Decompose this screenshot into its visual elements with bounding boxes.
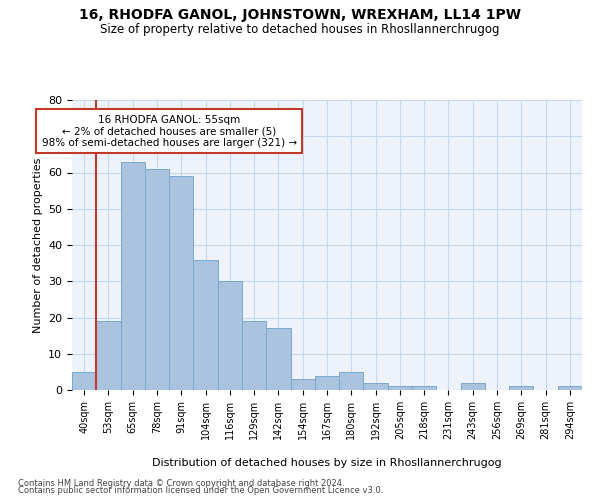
Bar — [315, 376, 339, 390]
Bar — [72, 372, 96, 390]
Bar — [145, 169, 169, 390]
Bar — [461, 383, 485, 390]
Bar — [266, 328, 290, 390]
Bar — [339, 372, 364, 390]
Text: Contains public sector information licensed under the Open Government Licence v3: Contains public sector information licen… — [18, 486, 383, 495]
Bar — [558, 386, 582, 390]
Bar — [242, 321, 266, 390]
Bar — [388, 386, 412, 390]
Bar — [218, 281, 242, 390]
Text: Size of property relative to detached houses in Rhosllannerchrugog: Size of property relative to detached ho… — [100, 22, 500, 36]
Bar — [412, 386, 436, 390]
Bar — [193, 260, 218, 390]
Bar — [169, 176, 193, 390]
Bar — [364, 383, 388, 390]
Text: 16 RHODFA GANOL: 55sqm
← 2% of detached houses are smaller (5)
98% of semi-detac: 16 RHODFA GANOL: 55sqm ← 2% of detached … — [41, 114, 297, 148]
Bar — [121, 162, 145, 390]
Y-axis label: Number of detached properties: Number of detached properties — [32, 158, 43, 332]
Bar — [96, 321, 121, 390]
Text: Distribution of detached houses by size in Rhosllannerchrugog: Distribution of detached houses by size … — [152, 458, 502, 468]
Bar — [290, 379, 315, 390]
Text: 16, RHODFA GANOL, JOHNSTOWN, WREXHAM, LL14 1PW: 16, RHODFA GANOL, JOHNSTOWN, WREXHAM, LL… — [79, 8, 521, 22]
Bar — [509, 386, 533, 390]
Text: Contains HM Land Registry data © Crown copyright and database right 2024.: Contains HM Land Registry data © Crown c… — [18, 478, 344, 488]
